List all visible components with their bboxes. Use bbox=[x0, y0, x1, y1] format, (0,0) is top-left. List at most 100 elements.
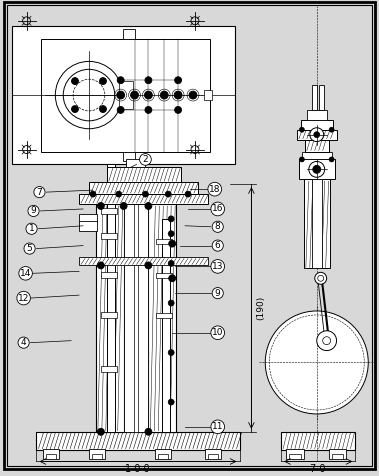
Bar bbox=[79, 194, 208, 204]
Bar bbox=[125, 159, 146, 168]
Bar bbox=[107, 168, 181, 182]
Text: 7: 7 bbox=[37, 188, 42, 197]
Text: 4: 4 bbox=[21, 338, 27, 347]
Circle shape bbox=[175, 107, 182, 113]
Bar bbox=[319, 85, 324, 110]
Circle shape bbox=[168, 349, 174, 356]
Bar bbox=[158, 454, 168, 458]
Text: 11: 11 bbox=[212, 422, 224, 431]
Circle shape bbox=[165, 191, 171, 197]
Circle shape bbox=[323, 337, 330, 345]
Text: (190): (190) bbox=[256, 296, 265, 320]
Circle shape bbox=[97, 428, 104, 435]
Circle shape bbox=[131, 91, 138, 99]
Bar bbox=[96, 204, 124, 432]
Circle shape bbox=[143, 191, 149, 197]
Circle shape bbox=[145, 107, 152, 113]
Bar bbox=[329, 448, 346, 458]
Bar bbox=[12, 26, 235, 164]
Bar bbox=[162, 219, 170, 432]
Bar bbox=[312, 85, 317, 110]
Circle shape bbox=[169, 275, 175, 282]
Bar bbox=[101, 367, 117, 372]
Bar bbox=[305, 139, 329, 151]
Circle shape bbox=[100, 78, 106, 85]
Bar bbox=[304, 179, 330, 268]
Bar bbox=[92, 454, 102, 458]
Text: 1 0 0: 1 0 0 bbox=[125, 465, 150, 475]
Circle shape bbox=[117, 77, 124, 84]
Bar bbox=[332, 454, 343, 458]
Circle shape bbox=[144, 91, 152, 99]
Text: 14: 14 bbox=[20, 269, 31, 278]
Circle shape bbox=[168, 260, 174, 267]
Circle shape bbox=[116, 191, 122, 197]
Circle shape bbox=[90, 191, 96, 197]
Bar bbox=[301, 120, 333, 130]
Bar bbox=[123, 29, 135, 39]
Bar bbox=[89, 448, 105, 458]
Text: 13: 13 bbox=[212, 262, 224, 271]
Bar bbox=[312, 179, 322, 268]
Circle shape bbox=[97, 262, 104, 269]
Bar bbox=[133, 204, 138, 432]
Circle shape bbox=[318, 275, 324, 281]
Text: 16: 16 bbox=[212, 205, 224, 213]
Circle shape bbox=[314, 132, 320, 138]
Circle shape bbox=[309, 161, 325, 177]
Bar bbox=[36, 432, 240, 450]
Bar bbox=[299, 159, 335, 179]
Circle shape bbox=[120, 202, 127, 209]
Circle shape bbox=[100, 106, 106, 112]
Circle shape bbox=[317, 331, 337, 350]
Circle shape bbox=[315, 272, 327, 284]
Circle shape bbox=[168, 300, 174, 306]
Circle shape bbox=[117, 91, 125, 99]
Bar bbox=[124, 204, 149, 432]
Circle shape bbox=[310, 128, 324, 142]
Circle shape bbox=[63, 69, 115, 121]
Bar bbox=[156, 313, 172, 318]
Circle shape bbox=[299, 157, 304, 162]
Text: 1: 1 bbox=[29, 224, 34, 233]
Circle shape bbox=[160, 91, 168, 99]
Bar bbox=[281, 432, 356, 450]
Circle shape bbox=[169, 240, 175, 247]
Circle shape bbox=[175, 77, 182, 84]
Bar bbox=[101, 312, 117, 318]
Bar bbox=[119, 81, 133, 109]
Circle shape bbox=[168, 231, 174, 237]
Text: 6: 6 bbox=[215, 241, 221, 250]
Bar bbox=[79, 258, 208, 266]
Bar bbox=[149, 204, 176, 432]
Bar bbox=[205, 448, 221, 458]
Circle shape bbox=[299, 127, 304, 132]
Bar bbox=[123, 151, 135, 161]
Bar bbox=[286, 448, 304, 458]
Bar bbox=[156, 273, 172, 278]
Circle shape bbox=[72, 78, 78, 85]
Text: 18: 18 bbox=[209, 185, 221, 194]
Text: 9: 9 bbox=[31, 207, 36, 216]
Bar bbox=[208, 454, 218, 458]
Circle shape bbox=[72, 106, 78, 112]
Circle shape bbox=[168, 399, 174, 405]
Bar bbox=[101, 208, 117, 214]
Circle shape bbox=[73, 79, 105, 111]
Bar bbox=[307, 110, 327, 120]
Bar bbox=[302, 151, 332, 159]
Circle shape bbox=[269, 315, 364, 410]
Bar bbox=[89, 182, 198, 194]
Circle shape bbox=[265, 311, 368, 414]
Bar bbox=[204, 90, 212, 100]
Circle shape bbox=[145, 428, 152, 435]
Bar bbox=[79, 214, 97, 222]
Circle shape bbox=[329, 127, 334, 132]
Circle shape bbox=[117, 107, 124, 113]
Bar bbox=[156, 238, 172, 244]
Bar bbox=[297, 130, 337, 139]
Text: 10: 10 bbox=[212, 328, 224, 337]
Circle shape bbox=[168, 216, 174, 222]
Text: 9: 9 bbox=[215, 288, 221, 298]
Bar bbox=[101, 233, 117, 238]
